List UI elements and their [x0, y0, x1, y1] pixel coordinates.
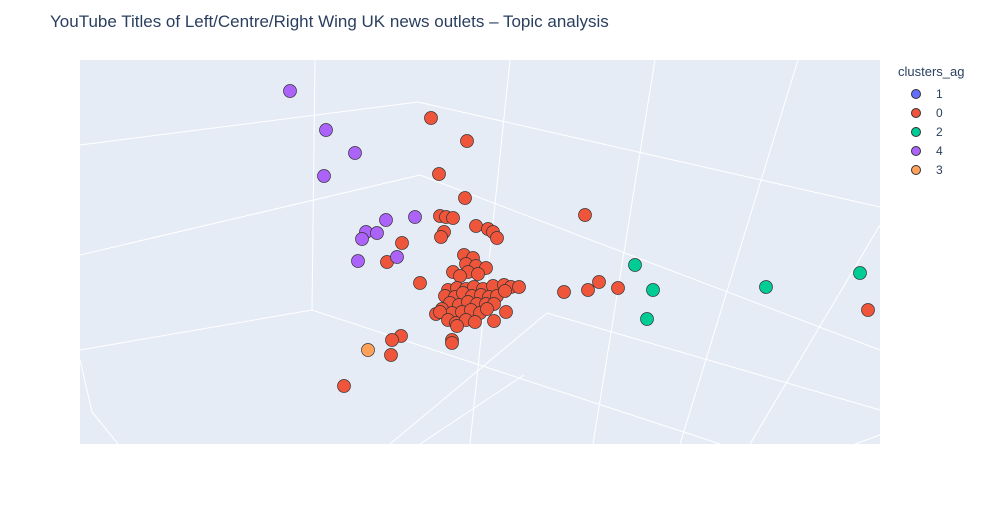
gridline [417, 101, 881, 208]
legend-swatch [911, 107, 921, 118]
legend-item-4[interactable]: 4 [898, 141, 985, 160]
data-point[interactable] [361, 343, 375, 357]
gridline [91, 411, 119, 445]
data-point[interactable] [557, 285, 571, 299]
data-point[interactable] [480, 302, 494, 316]
data-point[interactable] [512, 280, 526, 294]
legend-swatch [911, 145, 921, 156]
gridline [679, 59, 799, 445]
legend-item-1[interactable]: 1 [898, 84, 985, 103]
data-point[interactable] [450, 319, 464, 333]
legend-item-2[interactable]: 2 [898, 122, 985, 141]
data-point[interactable] [640, 312, 654, 326]
legend-title: clusters_ag [898, 64, 965, 79]
data-point[interactable] [611, 281, 625, 295]
gridline [469, 59, 511, 445]
data-point[interactable] [460, 134, 474, 148]
data-point[interactable] [348, 146, 362, 160]
data-point[interactable] [646, 283, 660, 297]
series-cluster-3[interactable] [361, 343, 375, 357]
gridline [749, 224, 881, 445]
legend-item-0[interactable]: 0 [898, 103, 985, 122]
data-point[interactable] [432, 167, 446, 181]
data-point[interactable] [759, 280, 773, 294]
plot-area[interactable] [80, 60, 880, 444]
legend-items: 1 0 2 4 3 [898, 84, 985, 179]
legend-label: 3 [936, 162, 943, 177]
data-point[interactable] [379, 213, 393, 227]
gridline [854, 434, 881, 445]
data-point[interactable] [434, 230, 448, 244]
legend: clusters_ag 1 0 2 4 3 [898, 64, 985, 179]
data-point[interactable] [499, 305, 513, 319]
data-point[interactable] [390, 250, 404, 264]
legend-item-3[interactable]: 3 [898, 160, 985, 179]
plot-background [80, 60, 880, 444]
data-point[interactable] [453, 269, 467, 283]
data-point[interactable] [468, 315, 482, 329]
data-point[interactable] [319, 123, 333, 137]
legend-label: 2 [936, 124, 943, 139]
series-cluster-4[interactable] [283, 84, 422, 268]
data-point[interactable] [471, 267, 485, 281]
gridlines [79, 59, 881, 445]
data-point[interactable] [861, 303, 875, 317]
legend-label: 0 [936, 105, 943, 120]
gridline [592, 59, 656, 445]
data-point[interactable] [446, 211, 460, 225]
data-point[interactable] [628, 258, 642, 272]
data-point[interactable] [413, 276, 427, 290]
data-point[interactable] [424, 111, 438, 125]
data-point[interactable] [490, 231, 504, 245]
legend-swatch [911, 126, 921, 137]
gridline [311, 309, 721, 445]
legend-label: 1 [936, 86, 943, 101]
data-point[interactable] [283, 84, 297, 98]
data-point[interactable] [337, 379, 351, 393]
gridline [419, 174, 881, 351]
gridline [419, 374, 525, 445]
data-point[interactable] [853, 266, 867, 280]
data-point[interactable] [487, 314, 501, 328]
data-point[interactable] [385, 333, 399, 347]
data-point[interactable] [355, 232, 369, 246]
legend-label: 4 [936, 143, 943, 158]
data-point[interactable] [317, 169, 331, 183]
gridline [79, 174, 421, 256]
data-point[interactable] [351, 254, 365, 268]
data-point[interactable] [581, 283, 595, 297]
data-point[interactable] [445, 336, 459, 350]
data-point[interactable] [592, 275, 606, 289]
gridline [79, 359, 93, 413]
legend-swatch [911, 88, 921, 99]
gridline [79, 309, 313, 351]
gridline [546, 312, 881, 411]
series-cluster-2[interactable] [628, 258, 867, 326]
data-point[interactable] [408, 210, 422, 224]
series-cluster-0[interactable] [337, 111, 875, 393]
data-point[interactable] [498, 284, 512, 298]
gridline [311, 59, 316, 311]
data-point[interactable] [578, 208, 592, 222]
data-point[interactable] [384, 348, 398, 362]
data-point[interactable] [469, 219, 483, 233]
chart-title: YouTube Titles of Left/Centre/Right Wing… [50, 12, 609, 31]
data-point[interactable] [395, 236, 409, 250]
data-point[interactable] [458, 191, 472, 205]
data-points[interactable] [283, 84, 875, 393]
legend-swatch [911, 164, 921, 175]
gridline [79, 101, 419, 146]
gridline [389, 312, 548, 445]
data-point[interactable] [370, 226, 384, 240]
